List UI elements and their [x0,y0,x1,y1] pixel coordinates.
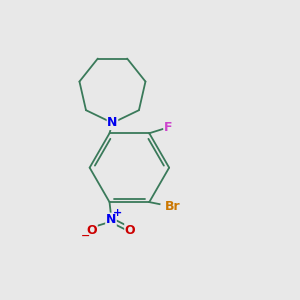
Text: −: − [81,230,90,240]
Text: O: O [86,224,97,237]
Text: N: N [107,116,118,129]
Text: +: + [113,208,122,218]
Text: Br: Br [165,200,181,213]
Text: N: N [106,213,116,226]
Text: O: O [125,224,135,237]
Text: F: F [164,121,173,134]
